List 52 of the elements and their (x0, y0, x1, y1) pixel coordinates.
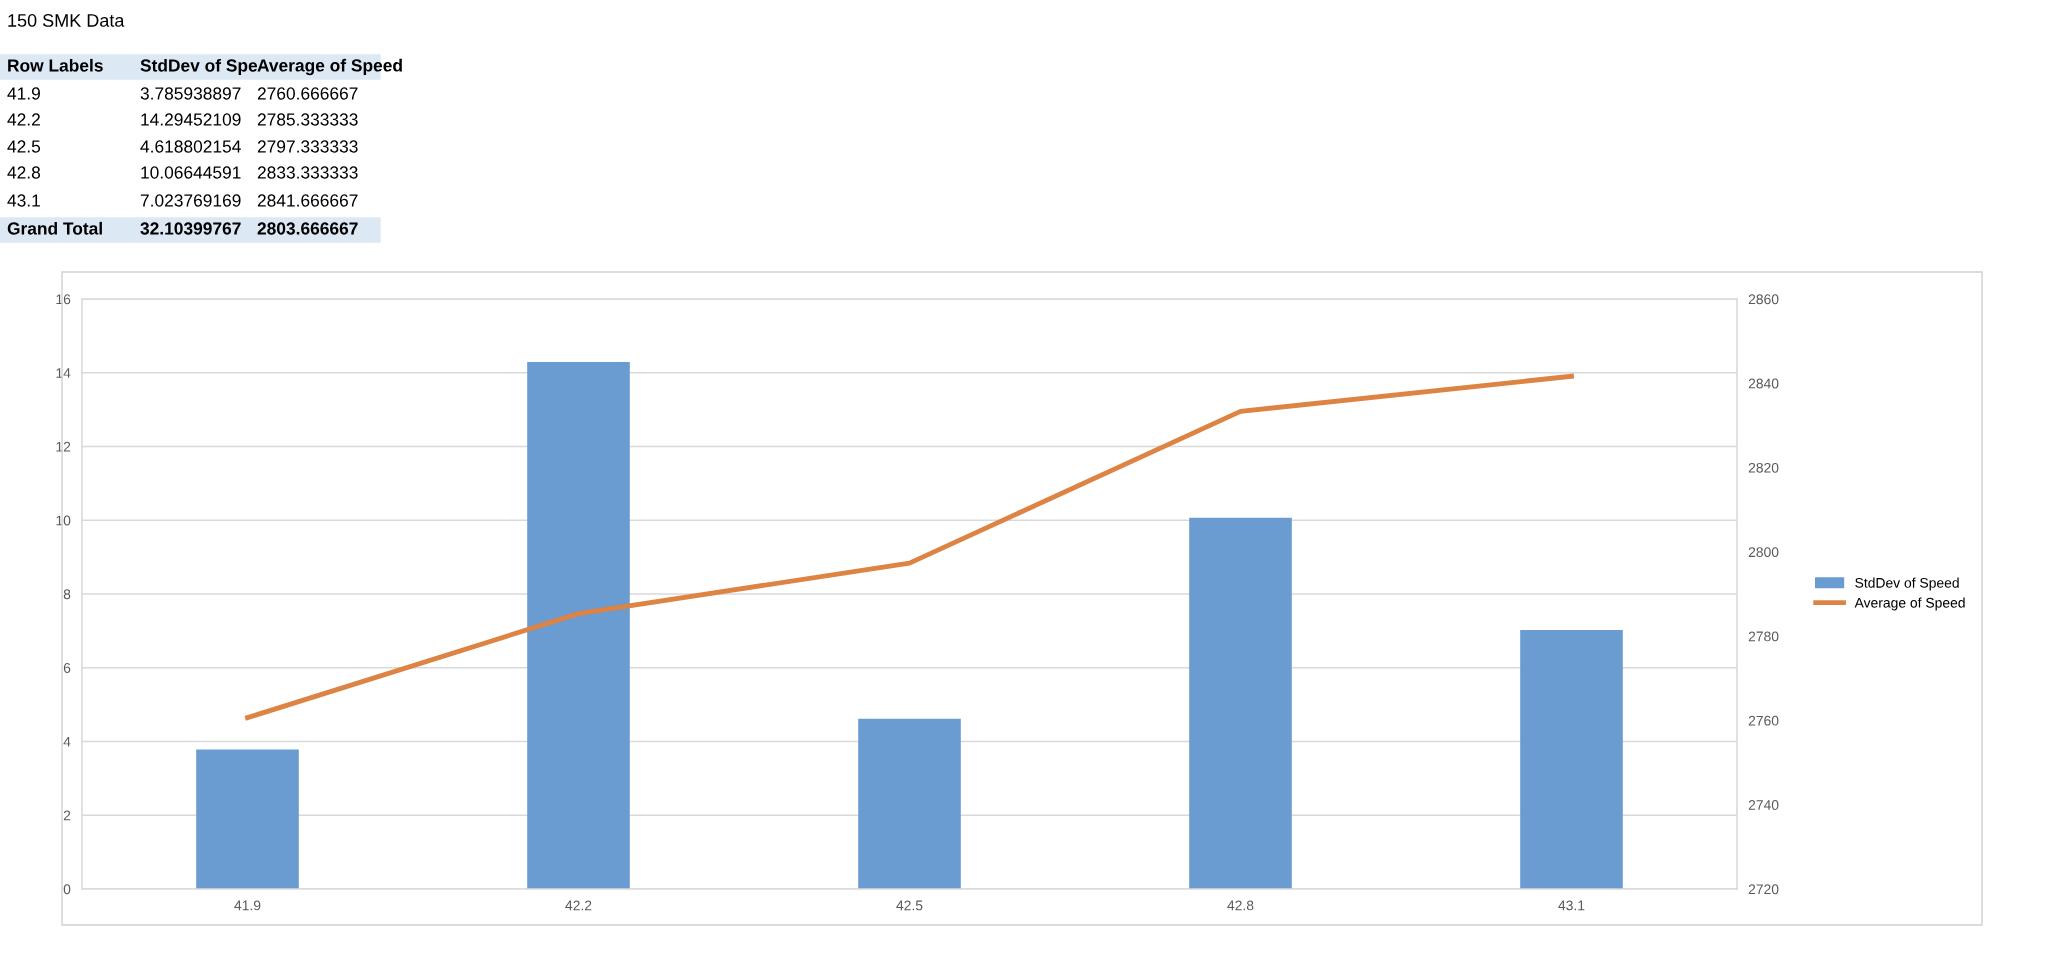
text: 2833.333333 (257, 166, 358, 179)
text: 2760.666667 (257, 87, 358, 100)
bar (1189, 517, 1292, 889)
y-tick-label: 14 (56, 368, 71, 378)
text: 43.1 (7, 194, 40, 207)
text: 7.023769169 (140, 194, 241, 207)
y-tick-label: 0 (63, 884, 71, 895)
y-tick-label: 6 (63, 663, 71, 673)
text: Row Labels (8, 58, 103, 72)
y2-tick-label: 2740 (1748, 800, 1779, 810)
legend-label: Average of Speed (1854, 597, 1965, 611)
y2-tick-label: 2800 (1748, 547, 1779, 558)
text: 2841.666667 (257, 194, 358, 207)
x-tick-label: 42.5 (896, 900, 923, 911)
text: 2797.333333 (257, 140, 358, 153)
bar (858, 718, 961, 889)
text: 14.29452109 (141, 113, 241, 126)
text: 2785.333333 (257, 113, 358, 126)
text: 3.785938897 (140, 87, 241, 100)
y2-tick-label: 2780 (1748, 631, 1779, 642)
y2-tick-label: 2840 (1748, 378, 1779, 389)
text: 42.8 (7, 166, 41, 179)
bar (527, 361, 630, 889)
y-tick-label: 2 (63, 810, 71, 821)
text: 42.2 (7, 113, 40, 126)
bar (1520, 630, 1623, 889)
x-tick-label: 43.1 (1558, 900, 1585, 911)
x-tick-label: 42.2 (565, 900, 592, 911)
text: StdDev of Spe (140, 58, 258, 76)
y2-tick-label: 2860 (1748, 294, 1779, 305)
x-tick-label: 41.9 (234, 900, 261, 911)
line-series (245, 373, 1574, 721)
bar (196, 749, 299, 889)
y-tick-label: 16 (56, 294, 71, 305)
text: Grand Total (7, 221, 102, 235)
x-tick-label: 42.8 (1227, 900, 1254, 911)
text: Average of Speed (257, 58, 402, 76)
y-tick-label: 10 (56, 515, 71, 526)
y2-tick-label: 2820 (1748, 462, 1779, 473)
y-tick-label: 4 (63, 736, 71, 747)
y-tick-label: 8 (63, 589, 71, 600)
text: 41.9 (7, 87, 40, 100)
text: 150 SMK Data (8, 14, 125, 27)
text: 32.10399767 (140, 222, 241, 235)
y2-tick-label: 2760 (1748, 715, 1779, 726)
text: 42.5 (7, 140, 41, 153)
y-tick-label: 12 (56, 441, 71, 452)
text: 4.618802154 (140, 140, 241, 153)
y2-tick-label: 2720 (1748, 884, 1779, 895)
text: 2803.666667 (257, 222, 358, 235)
legend-label: StdDev of Speed (1855, 577, 1959, 591)
text: 10.06644591 (141, 166, 241, 179)
